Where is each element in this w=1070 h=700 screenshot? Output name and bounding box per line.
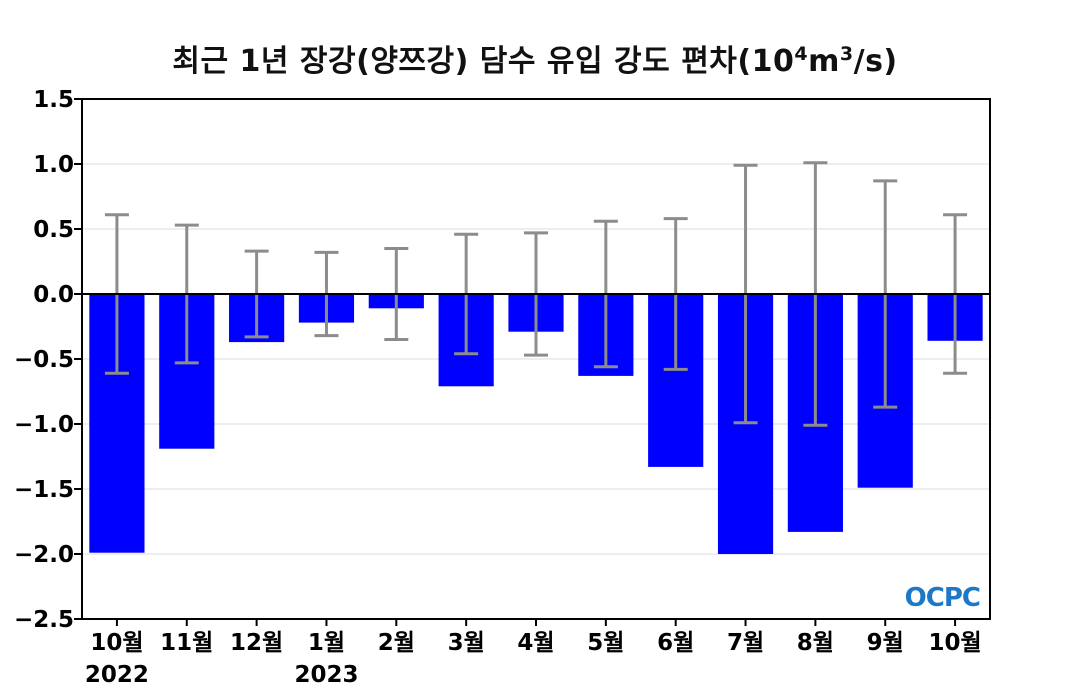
plot-frame (81, 98, 991, 620)
y-tick-label: −0.5 (14, 347, 74, 373)
x-tick-label: 7월 (727, 630, 764, 656)
x-tick-label: 9월 (867, 630, 904, 656)
title-unit-m: m (808, 44, 840, 79)
title-prefix: 최근 1년 장강(양쯔강) 담수 유입 강도 편차(10 (172, 44, 795, 79)
y-tick-label: −1.0 (14, 412, 74, 438)
y-tick-labels: 1.5 1.0 0.5 0.0 −0.5 −1.0 −1.5 −2.0 −2.5 (14, 87, 74, 633)
y-tick-label: 1.5 (33, 87, 74, 113)
axes (74, 98, 991, 626)
x-tick-label: 12월 (230, 630, 283, 656)
x-tick-label: 8월 (797, 630, 834, 656)
y-tick-label: −1.5 (14, 477, 74, 503)
x-tick-label: 11월 (160, 630, 213, 656)
y-tick-label: 1.0 (33, 152, 74, 178)
ocpc-logo: OCPC (905, 583, 981, 613)
title-exponent-1: 4 (794, 43, 809, 65)
bars (89, 294, 983, 554)
y-tick-label: −2.5 (14, 607, 74, 633)
x-tick-label: 1월 (308, 630, 345, 656)
x-tick-labels: 10월 2022 11월 12월 1월 2023 2월 3월 4월 5월 6월 7월 8월 9월 10월 (85, 630, 982, 688)
x-tick-label: 6월 (657, 630, 694, 656)
x-tick-label: 10월 (90, 630, 143, 656)
x-tick-label: 3월 (448, 630, 485, 656)
x-year-label: 2023 (294, 662, 358, 688)
title-suffix: /s) (853, 44, 898, 79)
chart-title: 최근 1년 장강(양쯔강) 담수 유입 강도 편차(104m3/s) (0, 36, 1070, 80)
y-tick-label: 0.5 (33, 217, 74, 243)
grid-lines (82, 163, 990, 555)
x-tick-label: 5월 (587, 630, 624, 656)
x-year-label: 2022 (85, 662, 149, 688)
logo-text: OCPC (905, 583, 980, 613)
x-tick-label: 10월 (928, 630, 981, 656)
x-tick-label: 4월 (517, 630, 554, 656)
y-tick-label: −2.0 (14, 542, 74, 568)
y-tick-label: 0.0 (33, 282, 74, 308)
title-exponent-2: 3 (839, 43, 854, 65)
x-tick-label: 2월 (378, 630, 415, 656)
